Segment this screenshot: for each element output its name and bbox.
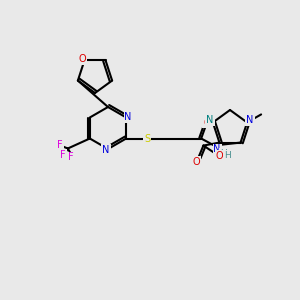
Text: F: F <box>68 152 74 163</box>
Text: N: N <box>246 116 254 125</box>
Text: H: H <box>224 151 231 160</box>
Text: O: O <box>193 157 200 166</box>
Text: S: S <box>144 134 150 143</box>
Text: F: F <box>57 140 63 149</box>
Text: N: N <box>214 145 221 154</box>
Text: N: N <box>102 145 110 155</box>
Text: O: O <box>79 54 86 64</box>
Text: N: N <box>206 116 214 125</box>
Text: O: O <box>203 118 211 128</box>
Text: N: N <box>124 112 132 122</box>
Text: H: H <box>220 149 226 158</box>
Text: O: O <box>216 151 223 160</box>
Text: F: F <box>60 149 66 160</box>
